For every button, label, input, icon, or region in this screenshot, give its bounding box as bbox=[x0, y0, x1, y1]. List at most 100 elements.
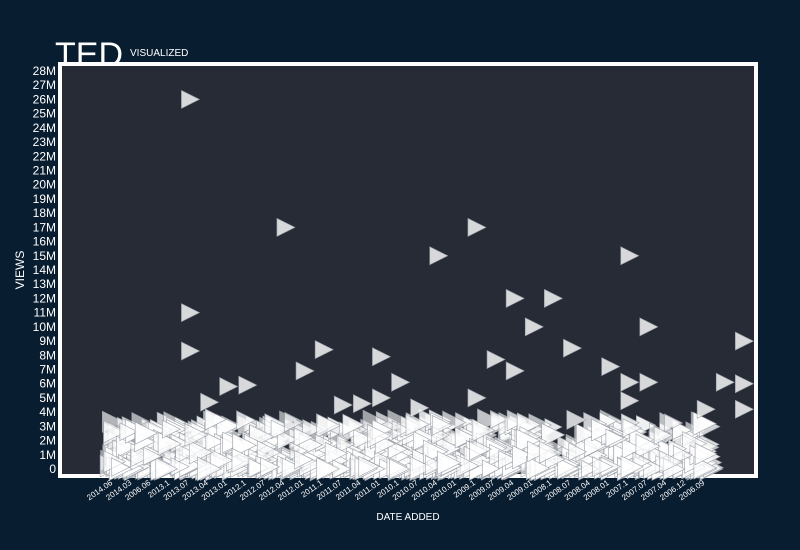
y-tick-label: 25M bbox=[33, 107, 56, 121]
data-point bbox=[735, 399, 755, 419]
y-tick-label: 21M bbox=[33, 164, 56, 178]
y-tick-label: 18M bbox=[33, 206, 56, 220]
cloud-marker bbox=[568, 442, 588, 462]
cloud-marker bbox=[157, 431, 182, 457]
data-point bbox=[620, 246, 640, 266]
data-point bbox=[601, 357, 621, 377]
cloud-marker bbox=[591, 418, 615, 442]
y-tick-label: 10M bbox=[33, 320, 56, 334]
cloud-marker bbox=[527, 440, 549, 463]
cloud-marker bbox=[581, 460, 600, 478]
data-point bbox=[276, 217, 296, 237]
plot-area bbox=[58, 62, 758, 478]
data-point bbox=[639, 372, 659, 392]
cloud-marker bbox=[316, 457, 340, 481]
data-point bbox=[429, 246, 449, 266]
cloud-marker bbox=[605, 428, 625, 448]
y-tick-label: 19M bbox=[33, 192, 56, 206]
data-point bbox=[162, 419, 182, 439]
data-point bbox=[181, 89, 201, 109]
data-point bbox=[486, 350, 506, 370]
data-point bbox=[181, 341, 201, 361]
y-tick-label: 17M bbox=[33, 220, 56, 234]
cloud-marker bbox=[281, 457, 303, 479]
data-point bbox=[314, 340, 334, 360]
cloud-marker bbox=[592, 456, 614, 478]
cloud-marker bbox=[188, 440, 214, 465]
y-tick-label: 16M bbox=[33, 235, 56, 249]
cloud-marker bbox=[353, 429, 374, 450]
cloud-marker bbox=[538, 440, 562, 464]
y-tick-label: 12M bbox=[33, 291, 56, 305]
cloud-marker bbox=[512, 445, 537, 470]
cloud-marker bbox=[232, 433, 257, 458]
cloud-marker bbox=[389, 458, 411, 480]
data-point bbox=[544, 288, 564, 308]
cloud-marker bbox=[358, 455, 380, 478]
cloud-marker bbox=[155, 457, 179, 481]
data-point bbox=[505, 288, 525, 308]
data-point bbox=[639, 317, 659, 337]
cloud-marker bbox=[653, 426, 673, 446]
cloud-marker bbox=[248, 457, 269, 478]
cloud-marker bbox=[498, 450, 518, 470]
y-tick-label: 0 bbox=[49, 462, 56, 476]
cloud-marker bbox=[566, 409, 587, 430]
y-tick-label: 15M bbox=[33, 249, 56, 263]
data-point bbox=[372, 347, 392, 367]
data-point bbox=[467, 388, 487, 408]
data-point bbox=[142, 446, 162, 466]
dense-marker-cloud bbox=[99, 408, 725, 482]
y-tick-label: 1M bbox=[39, 448, 56, 462]
data-point bbox=[563, 338, 583, 358]
cloud-marker bbox=[324, 441, 349, 466]
cloud-marker bbox=[197, 456, 223, 482]
data-point bbox=[505, 361, 525, 381]
y-tick-label: 24M bbox=[33, 121, 56, 135]
cloud-marker bbox=[620, 455, 644, 479]
cloud-marker bbox=[293, 427, 314, 448]
chart-subtitle: VISUALIZED bbox=[130, 48, 188, 59]
cloud-marker bbox=[409, 456, 434, 480]
y-tick-label: 11M bbox=[34, 306, 56, 320]
cloud-marker bbox=[525, 456, 551, 481]
y-tick-label: 26M bbox=[33, 92, 56, 106]
cloud-marker bbox=[490, 409, 509, 429]
y-tick-label: 27M bbox=[33, 78, 56, 92]
data-point bbox=[696, 399, 716, 419]
data-point bbox=[467, 217, 487, 237]
y-tick-label: 6M bbox=[39, 377, 56, 391]
cloud-marker bbox=[175, 442, 197, 464]
y-tick-label: 2M bbox=[39, 434, 56, 448]
y-tick-label: 4M bbox=[39, 405, 56, 419]
cloud-marker bbox=[664, 413, 684, 433]
data-points bbox=[142, 89, 755, 466]
cloud-marker bbox=[231, 447, 257, 473]
data-point bbox=[295, 361, 315, 381]
cloud-marker bbox=[621, 438, 643, 459]
cloud-marker bbox=[471, 418, 496, 442]
y-tick-label: 3M bbox=[39, 419, 56, 433]
y-axis-ticks: 01M2M3M4M5M6M7M8M9M10M11M12M13M14M15M16M… bbox=[33, 64, 57, 476]
cloud-marker bbox=[204, 408, 227, 431]
cloud-marker bbox=[541, 422, 566, 447]
cloud-marker bbox=[424, 454, 446, 476]
data-point bbox=[391, 372, 411, 392]
y-axis-label: VIEWS bbox=[13, 251, 27, 290]
cloud-marker bbox=[336, 434, 356, 454]
data-point bbox=[620, 391, 640, 411]
data-point bbox=[735, 374, 755, 394]
cloud-marker bbox=[557, 457, 580, 480]
cloud-marker bbox=[469, 437, 492, 461]
cloud-marker bbox=[205, 432, 225, 452]
cloud-marker bbox=[342, 413, 365, 436]
cloud-marker bbox=[277, 429, 299, 450]
cloud-marker bbox=[692, 411, 717, 436]
y-tick-label: 7M bbox=[39, 363, 56, 377]
cloud-marker bbox=[622, 418, 642, 438]
y-tick-label: 8M bbox=[39, 348, 56, 362]
x-axis-ticks: 2014.062014.032006.062013.12013.072013.0… bbox=[85, 478, 706, 502]
y-tick-label: 14M bbox=[33, 263, 56, 277]
cloud-marker bbox=[437, 450, 462, 475]
